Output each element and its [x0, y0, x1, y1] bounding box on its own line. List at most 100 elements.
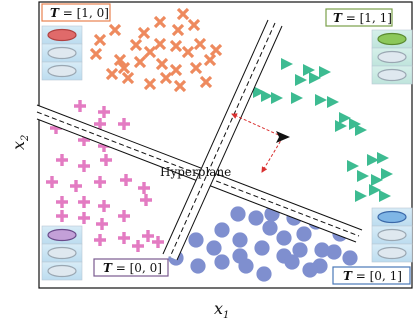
layer-icons [41, 25, 413, 281]
plus-marker [152, 236, 164, 248]
plus-marker [98, 106, 110, 118]
circle-marker [292, 242, 308, 258]
triangle-marker [355, 124, 367, 136]
plus-marker [118, 232, 130, 244]
cross-marker [199, 75, 213, 89]
plus-marker [78, 212, 90, 224]
triangle-marker [369, 184, 381, 196]
triangle-marker [377, 152, 389, 164]
triangle-marker [379, 190, 391, 202]
triangle-marker [339, 112, 351, 124]
cross-marker [153, 15, 167, 29]
circle-marker [296, 226, 312, 242]
region-label-bottom-left: T = [0, 0] [93, 258, 169, 277]
region-label-top-left: T = [1, 0] [41, 3, 111, 22]
plus-marker [132, 240, 144, 252]
triangle-marker [319, 66, 331, 78]
circle-marker [190, 258, 206, 274]
triangle-marker [291, 92, 303, 104]
circle-marker [284, 254, 300, 270]
plus-marker [100, 154, 112, 166]
region-label-bottom-right: T = [0, 1] [332, 266, 411, 285]
triangle-marker [281, 58, 293, 70]
cross-marker [169, 39, 183, 53]
cross-marker [173, 79, 187, 93]
plus-marker [56, 210, 68, 222]
cross-marker [129, 38, 143, 52]
hyperplane-label: Hyperplane [160, 165, 231, 179]
triangle-marker [309, 72, 321, 84]
plus-marker [98, 200, 110, 212]
triangle-marker [327, 96, 339, 108]
cross-marker [181, 45, 195, 59]
plus-marker [70, 180, 82, 192]
cross-marker [93, 33, 107, 47]
x-axis-label: x1 [214, 299, 229, 321]
query-point [276, 131, 290, 143]
cross-marker [193, 37, 207, 51]
stacked-layers-icon [371, 207, 413, 263]
triangle-marker [367, 154, 379, 166]
plus-marker [74, 100, 86, 112]
triangle-marker [315, 94, 327, 106]
circle-marker [206, 240, 222, 256]
projection-arrows [231, 113, 284, 173]
cross-marker [143, 77, 157, 91]
cross-marker [121, 71, 135, 85]
stacked-layers-icon [41, 25, 83, 81]
triangle-marker [295, 74, 307, 86]
circle-marker [232, 232, 248, 248]
circle-marker [256, 266, 272, 282]
circle-marker [188, 232, 204, 248]
cross-marker [133, 55, 147, 69]
plus-marker [120, 174, 132, 186]
svg-text:T = [1, 0]: T = [1, 0] [50, 6, 109, 20]
plus-marker [46, 176, 58, 188]
plus-marker [96, 218, 108, 230]
cross-marker [159, 71, 173, 85]
cross-marker [189, 61, 203, 75]
circle-marker [230, 206, 246, 222]
plus-marker [94, 118, 106, 130]
cross-marker [203, 53, 217, 67]
circle-marker [214, 222, 230, 238]
cluster-top-left [89, 7, 223, 93]
cross-marker [113, 53, 127, 67]
plus-marker [118, 210, 130, 222]
svg-text:T = [0, 0]: T = [0, 0] [103, 261, 162, 275]
cross-marker [176, 7, 190, 21]
y-axis-label: x2 [9, 135, 31, 150]
cross-marker [89, 47, 103, 61]
cross-marker [153, 37, 167, 51]
cluster-bottom-left [46, 100, 164, 252]
triangle-marker [303, 64, 315, 76]
svg-text:T = [1, 1]: T = [1, 1] [333, 11, 392, 25]
plus-marker [118, 118, 130, 130]
plus-marker [94, 176, 106, 188]
cross-marker [187, 18, 201, 32]
plus-marker [94, 234, 106, 246]
region-label-top-right: T = [1, 1] [325, 8, 393, 27]
circle-marker [254, 240, 270, 256]
cross-marker [105, 67, 119, 81]
cross-marker [209, 43, 223, 57]
cross-marker [137, 26, 151, 40]
cross-marker [143, 45, 157, 59]
triangle-marker [371, 174, 383, 186]
stacked-layers-icon [41, 225, 83, 281]
plus-marker [140, 194, 152, 206]
circle-marker [248, 210, 264, 226]
triangle-marker [381, 168, 393, 180]
cross-marker [171, 23, 185, 37]
plus-marker [56, 154, 68, 166]
circle-marker [238, 258, 254, 274]
cross-marker [117, 61, 131, 75]
hyperplane-strip-vertical [162, 19, 283, 261]
cross-marker [155, 57, 169, 71]
triangle-marker [253, 86, 265, 98]
cluster-top-right [253, 58, 393, 202]
cross-marker [108, 23, 122, 37]
plus-marker [78, 160, 90, 172]
triangle-marker [261, 90, 273, 102]
